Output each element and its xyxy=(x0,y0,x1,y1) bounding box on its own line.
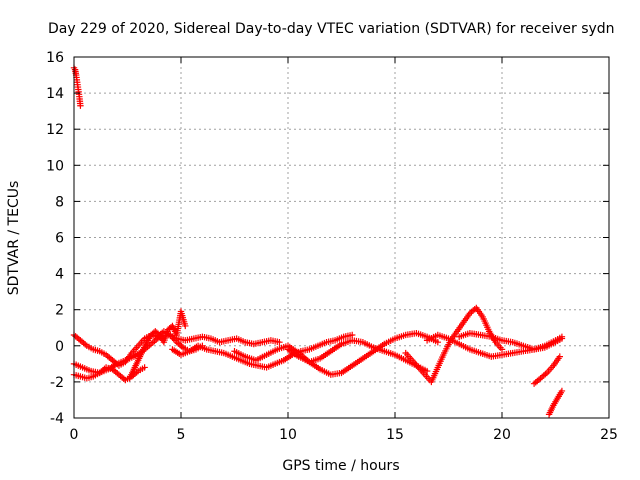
x-tick-label: 20 xyxy=(493,427,511,443)
x-tick-label: 10 xyxy=(279,427,297,443)
y-axis-title: SDTVAR / TECUs xyxy=(6,181,22,296)
y-tick-label: -2 xyxy=(50,375,64,391)
x-tick-label: 5 xyxy=(177,427,186,443)
y-tick-label: 0 xyxy=(55,339,64,355)
y-tick-label: 6 xyxy=(55,231,64,247)
y-tick-label: 10 xyxy=(46,158,64,174)
chart-title: Day 229 of 2020, Sidereal Day-to-day VTE… xyxy=(48,21,615,37)
grid-layer xyxy=(74,57,609,418)
series-sat-k xyxy=(530,353,563,387)
data-point-marker xyxy=(498,346,506,353)
data-point-marker xyxy=(558,387,566,395)
series-sat-d xyxy=(126,308,189,382)
y-tick-label: 16 xyxy=(46,50,64,66)
data-point-marker xyxy=(349,331,356,339)
y-tick-label: 2 xyxy=(55,303,64,319)
x-tick-label: 0 xyxy=(70,427,79,443)
data-point-marker xyxy=(558,335,566,342)
series-sat-j xyxy=(456,329,566,353)
y-tick-label: -4 xyxy=(50,411,64,427)
data-point-marker xyxy=(556,353,563,360)
data-point-marker xyxy=(276,338,283,346)
x-tick-label: 15 xyxy=(386,427,404,443)
series-sat-e xyxy=(169,331,356,371)
y-tick-label: 4 xyxy=(55,267,64,283)
y-tick-label: 12 xyxy=(46,122,64,138)
x-tick-label: 25 xyxy=(600,427,618,443)
data-point-marker xyxy=(77,102,84,109)
data-point-marker xyxy=(423,367,431,375)
series-sat-high-start xyxy=(70,64,84,109)
series-sat-l xyxy=(545,387,566,418)
y-tick-label: 8 xyxy=(55,194,64,210)
data-point-marker xyxy=(182,322,189,330)
data-layer xyxy=(70,64,566,418)
tick-layer: 0 5 10 15 20 25 -4 -2 0 2 4 6 8 10 12 14 16 xyxy=(46,50,618,443)
series-sat-f xyxy=(231,329,441,378)
y-tick-label: 14 xyxy=(46,86,64,102)
data-point-marker xyxy=(141,364,148,371)
x-axis-title: GPS time / hours xyxy=(282,458,399,474)
data-point-marker xyxy=(434,338,441,346)
